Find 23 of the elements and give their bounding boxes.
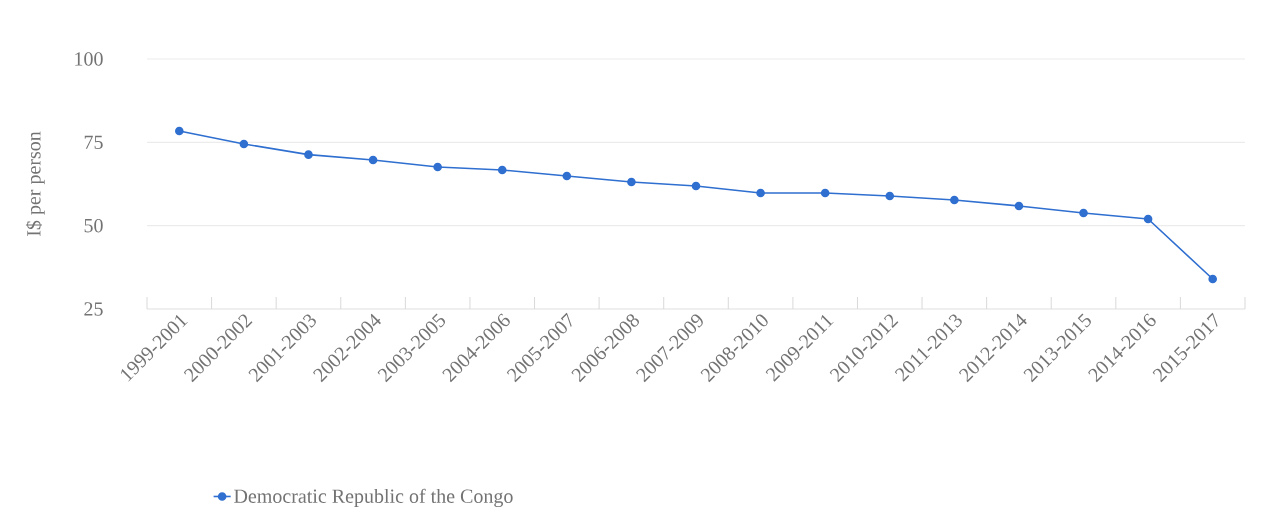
y-tick-label: 75 <box>84 135 103 149</box>
point <box>756 188 765 198</box>
point <box>1208 274 1217 284</box>
point <box>627 177 636 187</box>
point <box>497 165 507 175</box>
point <box>433 162 442 172</box>
point <box>368 155 378 165</box>
y-tick-label: 50 <box>84 218 103 233</box>
y-axis-title: I$ per person <box>25 131 45 237</box>
point <box>1143 214 1153 224</box>
point <box>175 126 184 136</box>
point <box>1079 208 1088 218</box>
point <box>820 188 830 198</box>
y-tick-label: 100 <box>75 52 103 66</box>
y-tick-label: 25 <box>84 302 103 316</box>
point <box>885 191 895 201</box>
point <box>691 181 701 191</box>
point <box>1014 201 1024 211</box>
legend-label: Democratic Republic of the Congo <box>234 488 513 508</box>
point <box>562 171 572 181</box>
point <box>304 150 313 159</box>
point <box>239 139 249 149</box>
point <box>950 195 959 205</box>
